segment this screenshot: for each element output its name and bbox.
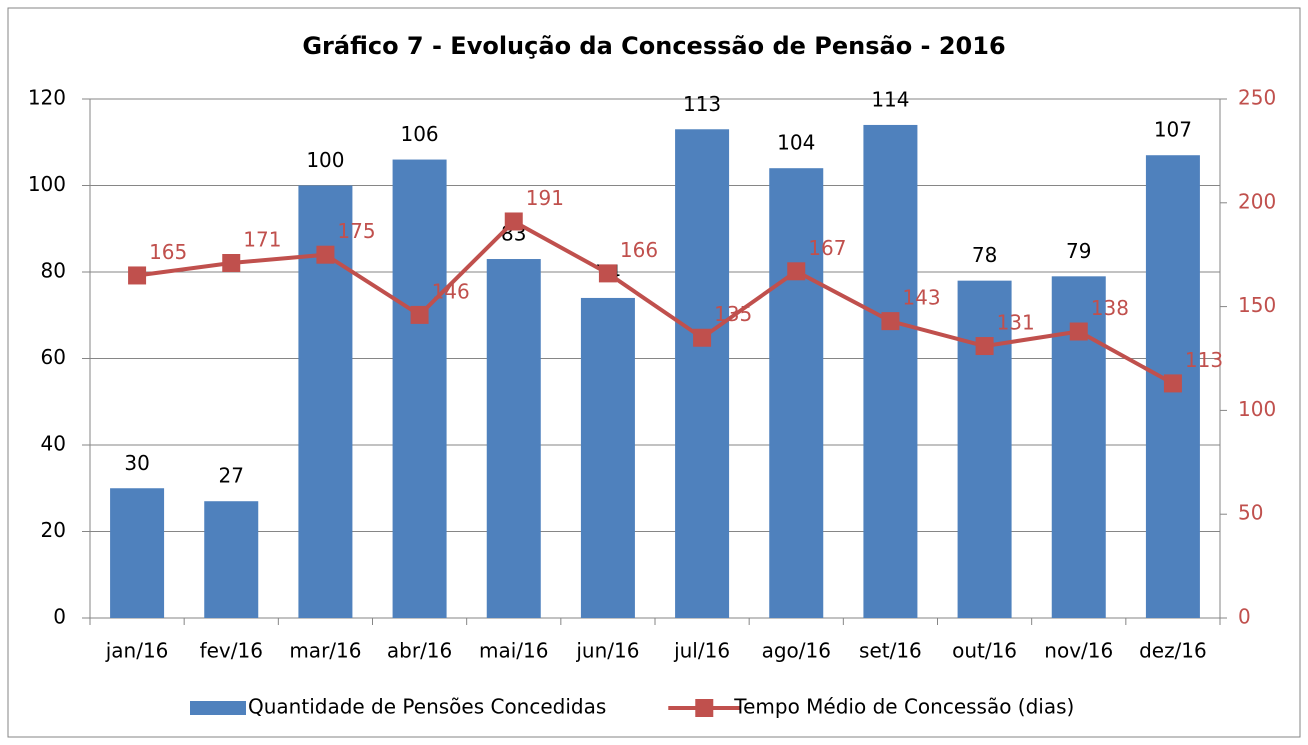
- line-value-label: 113: [1185, 348, 1223, 372]
- line-value-label: 131: [997, 311, 1035, 335]
- bar-value-label: 107: [1154, 118, 1192, 142]
- y-tick-label: 120: [28, 86, 66, 110]
- line-marker: [410, 305, 429, 324]
- y2-tick-label: 150: [1238, 293, 1276, 317]
- y-tick-label: 60: [41, 345, 66, 369]
- bar: [675, 129, 730, 618]
- line-marker: [128, 266, 147, 285]
- y2-tick-label: 100: [1238, 397, 1276, 421]
- y2-tick-label: 250: [1238, 86, 1276, 110]
- bar: [204, 501, 259, 618]
- bar: [580, 297, 635, 618]
- bar-value-label: 30: [124, 451, 149, 475]
- bar-value-label: 27: [219, 464, 244, 488]
- line-marker: [881, 312, 900, 331]
- line-marker: [1163, 374, 1182, 393]
- bar-value-label: 106: [400, 122, 438, 146]
- x-tick-label: ago/16: [762, 639, 831, 663]
- bar: [957, 280, 1012, 618]
- legend-swatch: [190, 701, 246, 715]
- y2-tick-label: 50: [1238, 501, 1263, 525]
- x-tick-label: abr/16: [387, 639, 452, 663]
- bar-value-label: 113: [683, 92, 721, 116]
- line-marker: [787, 262, 806, 281]
- x-tick-label: mai/16: [479, 639, 548, 663]
- bar-value-label: 100: [306, 148, 344, 172]
- bar-value-label: 79: [1066, 239, 1091, 263]
- chart-title: Gráfico 7 - Evolução da Concessão de Pen…: [302, 32, 1005, 60]
- x-tick-label: jun/16: [575, 639, 639, 663]
- y-tick-label: 80: [41, 259, 66, 283]
- bar: [863, 124, 918, 618]
- line: [136, 219, 1174, 386]
- legend-label: Tempo Médio de Concessão (dias): [733, 695, 1074, 719]
- x-tick-label: jan/16: [105, 639, 169, 663]
- x-tick-label: jul/16: [673, 639, 730, 663]
- bar-value-label: 114: [871, 87, 909, 111]
- x-tick-label: dez/16: [1139, 639, 1207, 663]
- line-marker: [316, 245, 335, 264]
- x-tick-label: nov/16: [1044, 639, 1113, 663]
- bar: [392, 159, 447, 619]
- line-marker: [504, 212, 523, 231]
- x-tick-label: set/16: [859, 639, 922, 663]
- bar: [769, 168, 824, 618]
- bar-value-label: 78: [972, 243, 997, 267]
- y-tick-label: 100: [28, 172, 66, 196]
- y2-tick-label: 0: [1238, 605, 1251, 629]
- line-value-label: 191: [526, 186, 564, 210]
- chart-border: [7, 7, 1301, 738]
- y-tick-label: 0: [53, 605, 66, 629]
- bar: [110, 488, 165, 618]
- y-tick-label: 40: [41, 432, 66, 456]
- x-tick-label: out/16: [952, 639, 1017, 663]
- line-value-label: 166: [620, 238, 658, 262]
- line-marker: [598, 264, 617, 283]
- bar-value-label: 104: [777, 131, 815, 155]
- y2-tick-label: 200: [1238, 189, 1276, 213]
- x-tick-label: fev/16: [200, 639, 263, 663]
- line-marker: [975, 337, 994, 356]
- y-tick-label: 20: [41, 518, 66, 542]
- line-marker: [693, 328, 712, 347]
- line-value-label: 135: [714, 302, 752, 326]
- line-value-label: 171: [243, 228, 281, 252]
- line-marker: [222, 254, 241, 273]
- line-marker: [1069, 322, 1088, 341]
- line-value-label: 165: [149, 240, 187, 264]
- line-value-label: 175: [337, 219, 375, 243]
- line-value-label: 138: [1091, 296, 1129, 320]
- x-tick-label: mar/16: [289, 639, 361, 663]
- legend-swatch: [695, 699, 714, 717]
- bar: [486, 259, 541, 618]
- line-value-label: 167: [808, 236, 846, 260]
- line-value-label: 143: [902, 286, 940, 310]
- legend-label: Quantidade de Pensões Concedidas: [248, 695, 606, 719]
- line-value-label: 146: [432, 279, 470, 303]
